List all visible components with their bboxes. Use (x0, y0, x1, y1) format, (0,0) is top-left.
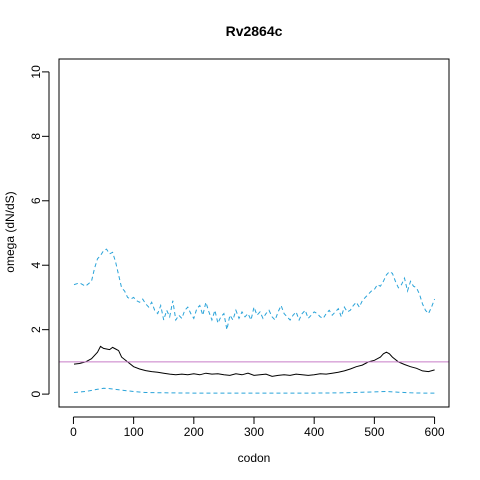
x-tick-label: 600 (425, 425, 445, 439)
x-tick-label: 500 (364, 425, 384, 439)
y-tick-label: 6 (29, 197, 43, 204)
series-line-upper (73, 248, 436, 330)
x-axis-label: codon (238, 451, 271, 465)
axes: 0 100 200 300 400 500 600 0 2 4 6 8 10 (29, 65, 445, 439)
x-tick-label: 300 (244, 425, 264, 439)
x-tick-label: 100 (124, 425, 144, 439)
x-tick-label: 400 (304, 425, 324, 439)
y-tick-label: 4 (29, 262, 43, 269)
series-line-lower (73, 387, 435, 394)
x-tick-label: 200 (184, 425, 204, 439)
plot-frame (58, 58, 450, 408)
plot-area (59, 248, 449, 394)
x-tick-label: 0 (70, 425, 77, 439)
y-tick-label: 10 (29, 65, 43, 79)
chart-title: Rv2864c (226, 23, 283, 39)
y-axis-label: omega (dN/dS) (3, 191, 17, 272)
y-tick-label: 0 (29, 390, 43, 397)
y-tick-label: 2 (29, 326, 43, 333)
series-line-omega (73, 345, 435, 377)
y-tick-label: 8 (29, 133, 43, 140)
